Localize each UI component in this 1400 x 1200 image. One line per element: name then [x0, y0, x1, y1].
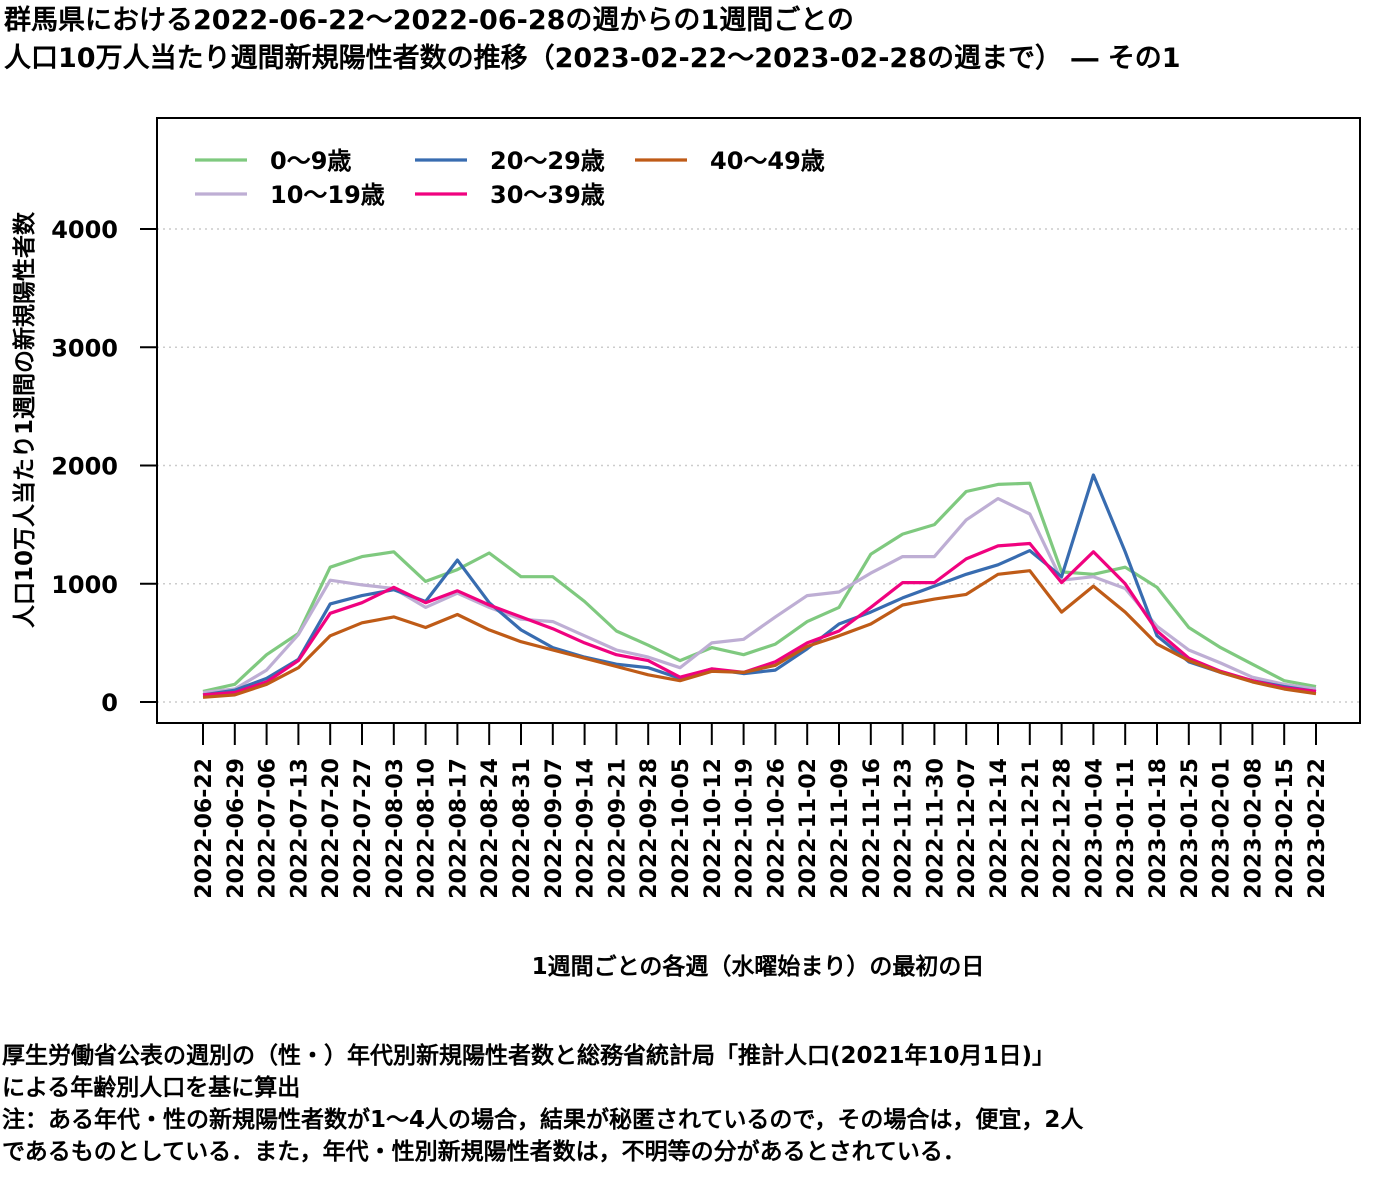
x-tick-label: 2023-02-22 — [1305, 758, 1330, 899]
legend-item: 40～49歳 — [635, 147, 825, 175]
x-tick-label: 2022-07-06 — [256, 758, 281, 899]
x-tick-label: 2022-06-22 — [192, 758, 217, 899]
y-tick-label: 3000 — [51, 334, 118, 362]
legend-item: 20～29歳 — [415, 147, 605, 175]
x-tick-label: 2022-11-30 — [923, 758, 948, 899]
series-lines — [202, 473, 1317, 699]
legend-label: 0～9歳 — [270, 147, 351, 175]
source-note-line-2: による年齢別人口を基に算出 — [2, 1075, 301, 1101]
x-tick-label: 2022-07-27 — [351, 758, 376, 899]
x-tick-label: 2022-12-28 — [1051, 758, 1076, 899]
chart-title-line-2: 人口10万人当たり週間新規陽性者数の推移（2023-02-22～2023-02-… — [4, 43, 1181, 74]
series-line-4 — [202, 541, 1317, 697]
x-tick-label: 2023-02-08 — [1241, 758, 1266, 899]
x-tick-label: 2023-01-18 — [1146, 758, 1171, 899]
x-tick-label: 2022-12-07 — [955, 758, 980, 899]
x-axis: 2022-06-22 2022-06-29 2022-07-06 2022-07-13… — [192, 722, 1330, 899]
legend-label: 10～19歳 — [270, 181, 385, 209]
x-tick-label: 2022-09-14 — [574, 758, 599, 899]
y-tick-label: 0 — [101, 689, 118, 717]
legend-item: 0～9歳 — [195, 147, 351, 175]
x-tick-label: 2022-10-12 — [701, 758, 726, 899]
series-line-2 — [202, 497, 1317, 695]
series-line-5 — [202, 569, 1317, 699]
legend-item: 30～39歳 — [415, 181, 605, 209]
x-tick-label: 2022-12-21 — [1019, 758, 1044, 899]
x-tick-label: 2022-09-21 — [605, 758, 630, 899]
x-tick-label: 2022-08-17 — [446, 758, 471, 899]
source-note-line-4: であるものとしている．また，年代・性別新規陽性者数は，不明等の分があるとされてい… — [2, 1139, 966, 1165]
legend-label: 30～39歳 — [490, 181, 605, 209]
x-tick-label: 2022-06-29 — [224, 758, 249, 899]
x-tick-label: 2022-07-13 — [287, 758, 312, 899]
x-axis-label: 1週間ごとの各週（水曜始まり）の最初の日 — [532, 953, 985, 980]
y-axis-label: 人口10万人当たり1週間の新規陽性者数 — [11, 211, 38, 628]
x-tick-label: 2023-01-11 — [1114, 758, 1139, 899]
x-tick-label: 2022-08-31 — [510, 758, 535, 899]
source-note-line-1: 厚生労働省公表の週別の（性・）年代別新規陽性者数と総務省統計局「推計人口(202… — [2, 1043, 1056, 1069]
gridlines — [157, 228, 1360, 703]
source-note-line-3: 注：ある年代・性の新規陽性者数が1～4人の場合，結果が秘匿されているので，その場… — [2, 1107, 1084, 1133]
legend: 0～9歳 10～19歳 20～29歳 30～39歳 40～49歳 — [195, 147, 825, 209]
x-tick-label: 2022-11-16 — [860, 758, 885, 899]
x-tick-label: 2022-12-14 — [987, 758, 1012, 899]
x-tick-label: 2022-10-05 — [669, 758, 694, 899]
y-tick-label: 2000 — [51, 453, 118, 481]
x-tick-label: 2022-11-23 — [892, 758, 917, 899]
x-tick-label: 2022-11-02 — [796, 758, 821, 899]
x-tick-label: 2022-11-09 — [828, 758, 853, 899]
x-tick-label: 2022-08-03 — [383, 758, 408, 899]
x-tick-label: 2022-09-28 — [637, 758, 662, 899]
chart-title: 群馬県における2022-06-22～2022-06-28の週からの1週間ごとの … — [4, 2, 1181, 78]
x-tick-label: 2022-10-19 — [733, 758, 758, 899]
x-tick-label: 2022-07-20 — [319, 758, 344, 899]
source-notes: 厚生労働省公表の週別の（性・）年代別新規陽性者数と総務省統計局「推計人口(202… — [2, 1040, 1083, 1168]
x-tick-label: 2023-01-04 — [1082, 758, 1107, 899]
chart-title-line-1: 群馬県における2022-06-22～2022-06-28の週からの1週間ごとの — [4, 5, 854, 36]
series-line-1 — [202, 481, 1317, 693]
y-tick-label: 1000 — [51, 571, 118, 599]
y-tick-label: 4000 — [51, 216, 118, 244]
legend-label: 40～49歳 — [710, 147, 825, 175]
x-tick-label: 2022-09-07 — [542, 758, 567, 899]
x-tick-label: 2023-02-01 — [1210, 758, 1235, 899]
y-axis: 0 1000 2000 3000 4000 — [51, 216, 157, 717]
x-tick-label: 2022-08-10 — [415, 758, 440, 899]
legend-label: 20～29歳 — [490, 147, 605, 175]
legend-item: 10～19歳 — [195, 181, 385, 209]
x-tick-label: 2023-02-15 — [1273, 758, 1298, 899]
x-tick-label: 2023-01-25 — [1178, 758, 1203, 899]
x-tick-label: 2022-08-24 — [478, 758, 503, 899]
x-tick-label: 2022-10-26 — [764, 758, 789, 899]
